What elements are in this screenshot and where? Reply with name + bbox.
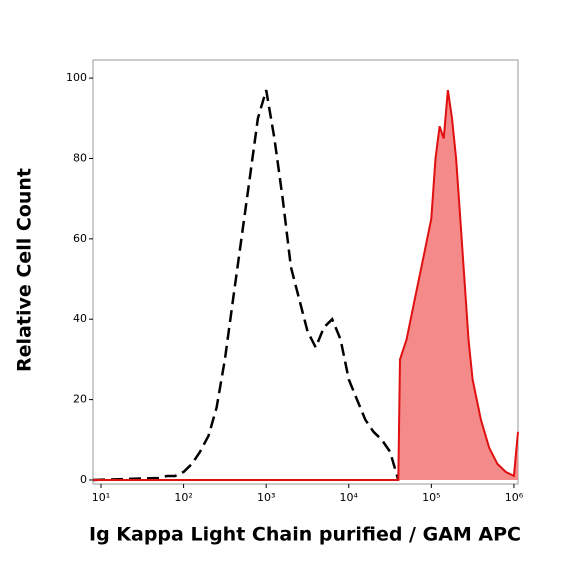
area	[93, 90, 518, 480]
y-tick-label: 20	[73, 393, 87, 406]
y-tick-label: 60	[73, 232, 87, 245]
line	[93, 89, 519, 481]
y-tick-label: 40	[73, 312, 87, 325]
x-axis-label: Ig Kappa Light Chain purified / GAM APC	[89, 524, 521, 546]
y-tick-label: 100	[66, 71, 87, 84]
plot-frame	[92, 59, 519, 485]
x-tick-label: 10¹	[92, 491, 110, 504]
x-tick-label: 10⁴	[340, 491, 359, 504]
x-tick-label: 10²	[174, 491, 192, 504]
y-tick-label: 0	[80, 473, 87, 486]
y-tick-label: 80	[73, 151, 87, 164]
x-tick-label: 10³	[257, 491, 275, 504]
x-tick-label: 10⁶	[505, 491, 524, 504]
x-tick-label: 10⁵	[422, 491, 440, 504]
y-axis-label: Relative Cell Count	[14, 168, 36, 372]
line	[92, 89, 400, 482]
